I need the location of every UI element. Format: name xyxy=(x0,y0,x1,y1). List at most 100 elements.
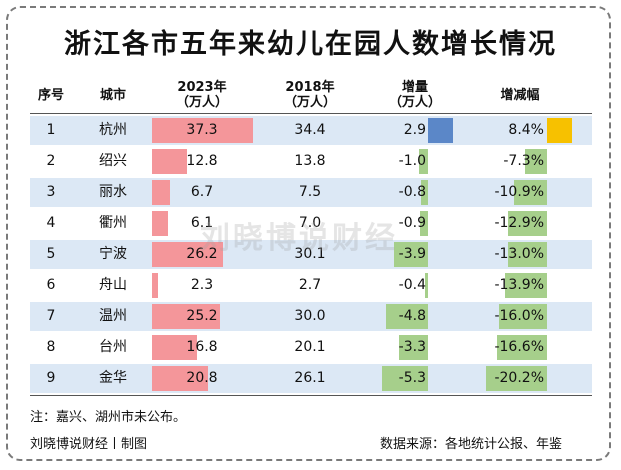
cell-city: 台州 xyxy=(99,339,127,355)
cell-index: 3 xyxy=(46,184,56,200)
header-2023: 2023年 （万人） xyxy=(152,80,252,110)
bar-2023 xyxy=(152,118,253,143)
bar-2023 xyxy=(152,335,198,360)
cell-2018: 30.0 xyxy=(294,308,326,324)
header-2023-year: 2023年 xyxy=(177,80,227,95)
cell-2023: 16.8 xyxy=(186,339,218,355)
bar-rate xyxy=(508,242,547,267)
cell-2018: 20.1 xyxy=(294,339,326,355)
header-2018-unit: （万人） xyxy=(283,95,336,110)
header-rule xyxy=(30,113,592,114)
cell-2018: 7.0 xyxy=(298,215,322,231)
cell-index: 6 xyxy=(46,277,56,293)
bar-2023 xyxy=(152,366,209,391)
bar-2023 xyxy=(152,211,169,236)
bar-rate xyxy=(486,366,547,391)
cell-2018: 13.8 xyxy=(294,153,326,169)
header-delta-label: 增量 xyxy=(401,80,428,95)
cell-2023: 6.1 xyxy=(190,215,214,231)
bar-rate xyxy=(505,273,547,298)
cell-2018: 7.5 xyxy=(298,184,322,200)
bar-delta xyxy=(424,273,428,298)
header-rate: 增减幅 xyxy=(500,88,540,103)
table-row: 9 金华 20.8 26.1 -5.3 -20.2% xyxy=(30,364,592,393)
bar-rate xyxy=(508,211,547,236)
cell-rate: -16.0% xyxy=(494,308,544,324)
cell-city: 衢州 xyxy=(99,215,127,231)
cell-index: 1 xyxy=(46,122,56,138)
header-2018: 2018年 （万人） xyxy=(255,80,365,110)
cell-2018: 26.1 xyxy=(294,370,326,386)
bar-delta xyxy=(399,335,428,360)
cell-index: 9 xyxy=(46,370,56,386)
header-index: 序号 xyxy=(37,88,64,103)
header-delta-unit: （万人） xyxy=(388,95,441,110)
cell-rate: 8.4% xyxy=(508,122,544,138)
cell-city: 杭州 xyxy=(99,122,127,138)
footer-source: 数据来源：各地统计公报、年鉴 xyxy=(380,437,563,452)
cell-delta: -0.8 xyxy=(398,184,426,200)
cell-rate: -20.2% xyxy=(494,370,544,386)
cell-2023: 37.3 xyxy=(186,122,218,138)
bar-2023 xyxy=(152,242,223,267)
bar-delta xyxy=(393,242,428,267)
table-row: 5 宁波 26.2 30.1 -3.9 -13.0% xyxy=(30,240,592,269)
cell-2023: 2.3 xyxy=(190,277,214,293)
cell-rate: -16.6% xyxy=(494,339,544,355)
bar-2023 xyxy=(152,180,171,205)
cell-delta: -3.9 xyxy=(398,246,426,262)
cell-delta: -0.4 xyxy=(398,277,426,293)
cell-2023: 6.7 xyxy=(190,184,214,200)
bar-2023 xyxy=(152,273,159,298)
cell-city: 宁波 xyxy=(99,246,127,262)
watermark-text: 刘晓博说财经 xyxy=(200,221,398,256)
cell-index: 7 xyxy=(46,308,56,324)
dashed-frame xyxy=(6,6,611,461)
cell-2018: 34.4 xyxy=(294,122,326,138)
cell-2023: 26.2 xyxy=(186,246,218,262)
cell-rate: -13.0% xyxy=(494,246,544,262)
cell-city: 金华 xyxy=(99,370,127,386)
table-row: 6 舟山 2.3 2.7 -0.4 -13.9% xyxy=(30,271,592,300)
bar-delta xyxy=(381,366,428,391)
table-row: 1 杭州 37.3 34.4 2.9 8.4% xyxy=(30,116,592,145)
header-2018-year: 2018年 xyxy=(285,80,335,95)
cell-2023: 20.8 xyxy=(186,370,218,386)
bar-delta xyxy=(386,304,428,329)
bar-2023 xyxy=(152,149,187,174)
table-row: 8 台州 16.8 20.1 -3.3 -16.6% xyxy=(30,333,592,362)
cell-index: 4 xyxy=(46,215,56,231)
cell-delta: -3.3 xyxy=(398,339,426,355)
bar-rate xyxy=(514,180,547,205)
bar-rate xyxy=(525,149,547,174)
bar-delta xyxy=(420,211,428,236)
cell-city: 舟山 xyxy=(99,277,127,293)
cell-index: 5 xyxy=(46,246,56,262)
cell-delta: -5.3 xyxy=(398,370,426,386)
cell-rate: -13.9% xyxy=(494,277,544,293)
bar-delta xyxy=(428,118,454,143)
bar-delta xyxy=(419,149,428,174)
cell-city: 丽水 xyxy=(99,184,127,200)
cell-city: 绍兴 xyxy=(99,153,127,169)
cell-city: 温州 xyxy=(99,308,127,324)
cell-2018: 2.7 xyxy=(298,277,322,293)
bottom-rule xyxy=(30,395,592,396)
cell-delta: -1.0 xyxy=(398,153,426,169)
table-row: 4 衢州 6.1 7.0 -0.9 -12.9% xyxy=(30,209,592,238)
table-row: 7 温州 25.2 30.0 -4.8 -16.0% xyxy=(30,302,592,331)
cell-rate: -12.9% xyxy=(494,215,544,231)
header-delta: 增量 （万人） xyxy=(365,80,465,110)
cell-delta: -4.8 xyxy=(398,308,426,324)
cell-delta: 2.9 xyxy=(403,122,426,138)
table-row: 2 绍兴 12.8 13.8 -1.0 -7.3% xyxy=(30,147,592,176)
bar-delta xyxy=(421,180,428,205)
cell-2023: 12.8 xyxy=(186,153,218,169)
cell-delta: -0.9 xyxy=(398,215,426,231)
header-2023-unit: （万人） xyxy=(175,95,228,110)
cell-rate: -7.3% xyxy=(503,153,544,169)
cell-2023: 25.2 xyxy=(186,308,218,324)
page-title: 浙江各市五年来幼儿在园人数增长情况 xyxy=(64,29,557,60)
footnote: 注：嘉兴、湖州市未公布。 xyxy=(30,410,187,425)
cell-index: 2 xyxy=(46,153,56,169)
